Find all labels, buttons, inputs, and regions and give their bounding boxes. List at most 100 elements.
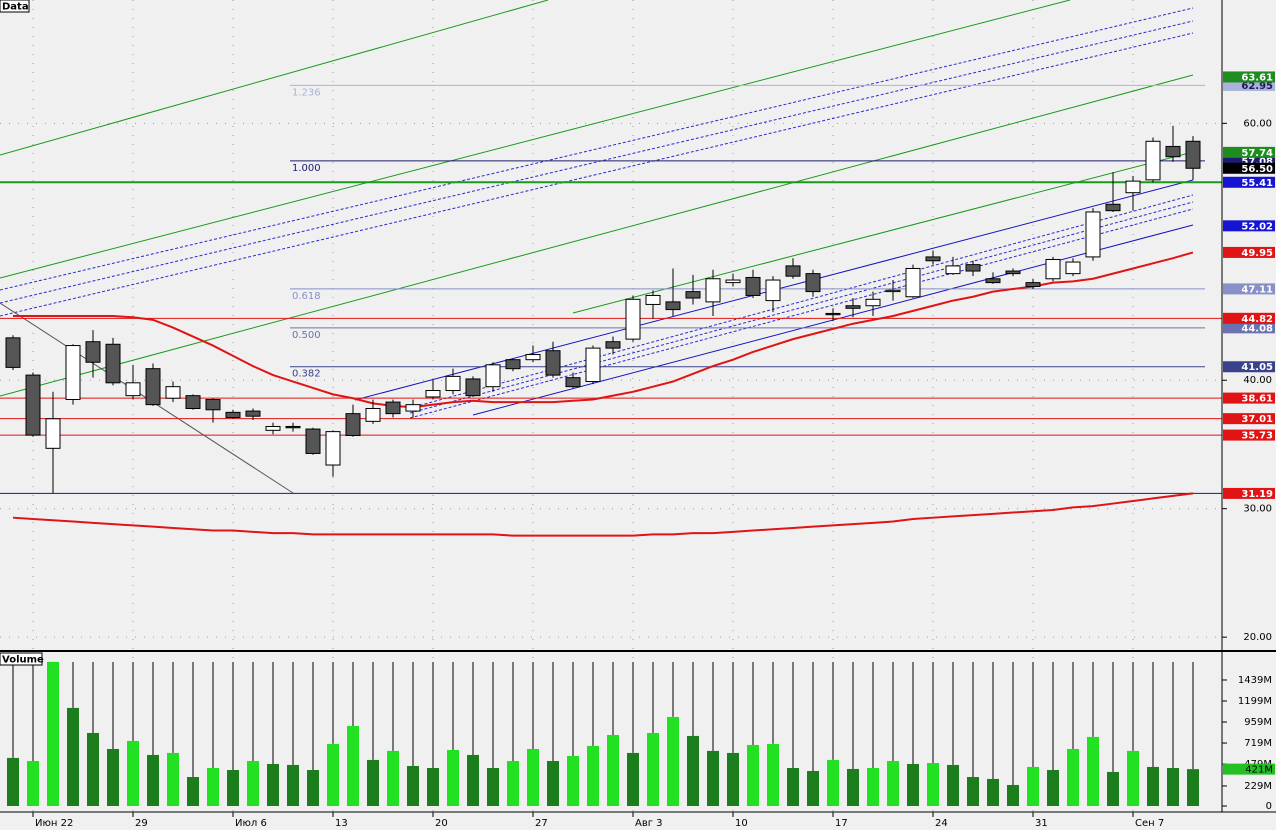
volume-bar <box>1087 736 1099 806</box>
candle-body <box>765 279 781 302</box>
volume-bar <box>787 767 799 806</box>
candle-body <box>505 359 521 370</box>
volume-bar <box>667 716 679 806</box>
volume-bar <box>1127 750 1139 806</box>
volume-bar <box>227 770 239 806</box>
volume-bar <box>467 754 479 806</box>
x-tick-label: 13 <box>335 818 348 829</box>
x-tick-label: 27 <box>535 818 548 829</box>
price-label-box <box>1223 71 1275 83</box>
candle-body <box>1085 211 1101 258</box>
volume-label-box <box>1223 763 1275 775</box>
volume-bar <box>1027 766 1039 806</box>
volume-bar <box>487 767 499 806</box>
candle-body <box>1145 140 1161 181</box>
price-label-box <box>1223 220 1275 232</box>
volume-bar <box>887 760 899 806</box>
candle-body <box>325 431 341 466</box>
volume-bar <box>107 748 119 806</box>
volume-bar <box>167 752 179 806</box>
candle-body <box>145 368 161 406</box>
volume-bar <box>187 777 199 806</box>
volume-bar <box>967 777 979 806</box>
candle-body <box>885 289 901 293</box>
grid <box>0 0 1222 812</box>
candle-body <box>1185 140 1201 169</box>
candle-body <box>665 301 681 311</box>
fib-ratio: 0.382 <box>292 369 321 380</box>
candle-body <box>225 411 241 418</box>
candle-body <box>865 298 881 307</box>
volume-bar <box>347 725 359 806</box>
volume-bar <box>1007 784 1019 806</box>
volume-bar <box>367 759 379 806</box>
fib-ratio: 1.236 <box>292 87 321 98</box>
volume-bar <box>507 760 519 806</box>
trendline <box>409 201 1194 414</box>
candle-body <box>1105 203 1121 212</box>
candle-body <box>165 386 181 399</box>
candle-body <box>5 337 21 368</box>
y-tick-label: 1199M <box>1238 696 1272 707</box>
panel-title-box <box>0 0 30 13</box>
y-tick-label: 40.00 <box>1243 375 1272 386</box>
candle-body <box>185 395 201 409</box>
x-tick-label: Сен 7 <box>1135 818 1164 829</box>
volume-bar <box>407 765 419 806</box>
x-tick-label: 31 <box>1035 818 1048 829</box>
price-label-box <box>1223 413 1275 425</box>
x-tick-label: Июл 6 <box>235 818 267 829</box>
volume-bar <box>247 760 259 806</box>
price-label: 49.95 <box>1241 248 1273 259</box>
candle-body <box>785 265 801 277</box>
candle-body <box>1165 145 1181 158</box>
volume-bar <box>987 778 999 806</box>
candle-body <box>465 378 481 397</box>
candle-body <box>65 345 81 401</box>
candle-body <box>285 425 301 429</box>
candle-body <box>605 341 621 349</box>
volume-bar <box>27 760 39 806</box>
candle-body <box>265 425 281 431</box>
volume-bar <box>847 768 859 806</box>
candle-body <box>925 256 941 262</box>
volume-bar <box>807 770 819 806</box>
volume-bar <box>567 755 579 806</box>
candle-body <box>945 265 961 275</box>
marks <box>5 125 1201 806</box>
volume-bar <box>747 744 759 806</box>
volume-bar <box>1147 766 1159 806</box>
candle-body <box>425 390 441 398</box>
trendline <box>0 0 1071 279</box>
price-label: 55.41 <box>1241 178 1273 189</box>
candle-body <box>485 364 501 388</box>
price-label: 56.50 <box>1241 164 1273 175</box>
volume-bar <box>527 748 539 806</box>
volume-bar <box>947 764 959 806</box>
candle-body <box>985 278 1001 284</box>
volume-bar <box>827 759 839 806</box>
price-label-box <box>1223 176 1275 188</box>
y-tick-label: 959M <box>1244 717 1272 728</box>
trendline <box>0 74 1194 397</box>
x-tick-label: Июн 22 <box>35 818 73 829</box>
candle-body <box>445 375 461 392</box>
candle-body <box>385 401 401 415</box>
candle-body <box>525 354 541 361</box>
x-tick-label: Авг 3 <box>635 818 663 829</box>
price-label-box <box>1223 392 1275 404</box>
x-tick-label: 10 <box>735 818 748 829</box>
volume-bar <box>1107 771 1119 806</box>
price-label: 44.08 <box>1241 323 1273 334</box>
fib-ratio: 0.500 <box>292 330 321 341</box>
candle-body <box>1125 180 1141 194</box>
candle-body <box>25 374 41 436</box>
moving-average <box>13 251 1194 409</box>
trendline <box>409 194 1194 409</box>
volume-bar <box>627 752 639 806</box>
candle-body <box>305 428 321 454</box>
candle-body <box>825 312 841 316</box>
volume-bar <box>547 760 559 806</box>
volume-bar <box>1067 748 1079 806</box>
